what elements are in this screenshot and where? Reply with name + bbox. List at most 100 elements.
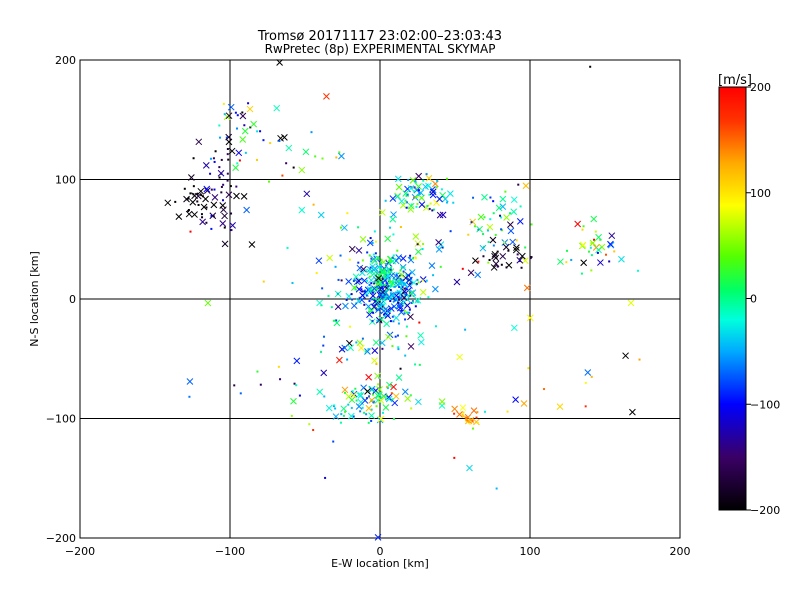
data-point	[363, 411, 366, 414]
data-point	[389, 300, 392, 303]
data-point	[406, 193, 409, 196]
data-point	[482, 255, 485, 258]
data-point	[340, 279, 343, 282]
data-point	[227, 103, 235, 111]
data-point	[500, 263, 503, 266]
data-point	[399, 269, 402, 272]
data-point	[604, 253, 607, 256]
x-axis-ticks: −200 −100 0 100 200	[65, 545, 691, 558]
data-point	[221, 199, 224, 202]
data-point	[312, 429, 315, 432]
data-point	[469, 218, 477, 226]
data-point	[570, 258, 573, 261]
data-point	[439, 265, 442, 268]
data-point	[595, 246, 602, 254]
data-point	[590, 375, 593, 378]
data-point	[364, 269, 367, 272]
data-point	[221, 240, 229, 248]
data-point	[317, 211, 325, 219]
data-point	[410, 279, 418, 287]
data-point	[366, 311, 373, 319]
data-point	[285, 144, 293, 152]
data-point	[584, 381, 587, 384]
data-point	[477, 260, 480, 263]
data-point	[340, 405, 348, 413]
data-point	[410, 407, 413, 410]
data-point	[462, 411, 465, 414]
data-point	[375, 281, 378, 284]
data-point	[469, 422, 472, 425]
data-point	[395, 291, 398, 294]
data-point	[486, 223, 494, 231]
data-point	[205, 221, 208, 224]
data-point	[504, 190, 507, 193]
data-point	[229, 222, 236, 229]
data-point	[370, 419, 373, 422]
data-point	[359, 235, 367, 243]
data-point	[385, 262, 388, 265]
data-point	[364, 388, 371, 395]
data-point	[496, 250, 499, 253]
data-point	[219, 220, 227, 227]
data-point	[385, 385, 388, 388]
data-point	[381, 411, 384, 414]
data-point	[379, 299, 382, 302]
data-point	[368, 395, 371, 398]
data-point	[428, 193, 431, 196]
data-point	[348, 245, 356, 253]
data-point	[407, 290, 415, 297]
y-tick-label: −100	[46, 413, 76, 426]
data-point	[203, 187, 211, 194]
data-point	[530, 256, 533, 259]
data-point	[359, 410, 362, 413]
data-point	[401, 388, 409, 396]
data-point	[580, 259, 588, 267]
data-point	[470, 221, 473, 224]
data-point	[438, 398, 446, 406]
data-point	[241, 127, 249, 135]
data-point	[375, 391, 383, 399]
data-point	[467, 233, 470, 236]
data-point	[339, 254, 342, 257]
data-point	[392, 320, 395, 323]
data-point	[395, 183, 403, 191]
data-point	[402, 270, 405, 273]
data-point	[414, 305, 417, 308]
data-point	[355, 391, 363, 399]
data-point	[416, 196, 419, 199]
data-point	[396, 334, 399, 337]
data-point	[389, 320, 392, 323]
data-point	[401, 288, 408, 295]
x-tick-label: −200	[65, 545, 95, 558]
data-point	[213, 188, 216, 191]
data-point	[495, 204, 503, 212]
data-point	[191, 211, 198, 218]
data-point	[392, 233, 395, 236]
data-point	[200, 194, 203, 197]
data-point	[379, 320, 382, 323]
data-point	[466, 464, 473, 472]
data-point	[489, 218, 492, 221]
data-point	[403, 267, 406, 270]
data-point	[381, 278, 384, 281]
data-point	[355, 399, 358, 402]
data-point	[590, 254, 593, 257]
data-point	[422, 243, 425, 246]
data-point	[371, 357, 378, 364]
data-point	[518, 260, 521, 263]
data-point	[392, 281, 395, 284]
data-point	[453, 412, 456, 415]
data-point	[405, 201, 408, 204]
data-point	[378, 266, 381, 269]
data-point	[637, 269, 640, 272]
data-point	[391, 398, 394, 401]
data-point	[370, 298, 373, 301]
data-point	[415, 398, 422, 406]
data-point	[403, 293, 406, 296]
data-point	[520, 266, 523, 269]
y-tick-label: 200	[55, 54, 76, 67]
data-point	[259, 383, 262, 386]
data-point	[286, 246, 289, 249]
data-point	[390, 303, 398, 310]
data-point	[310, 131, 313, 134]
